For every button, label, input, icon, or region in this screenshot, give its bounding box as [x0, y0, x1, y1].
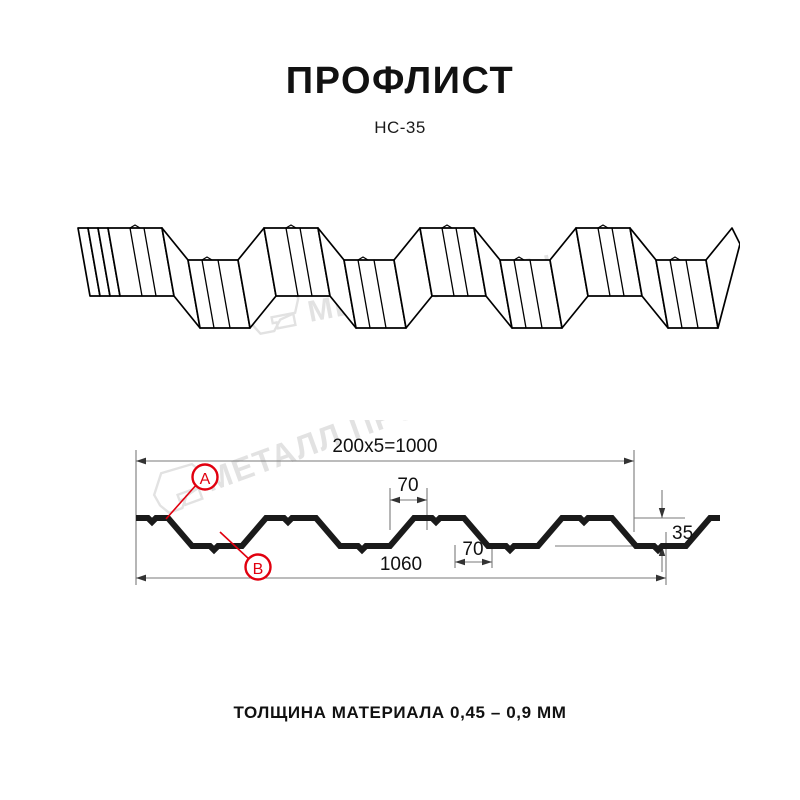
dimension-profile-height: 35 [672, 523, 693, 544]
page-title: ПРОФЛИСТ [285, 60, 515, 102]
dimension-crest-width: 70 [397, 475, 418, 496]
page-subtitle: НС-35 [374, 117, 426, 137]
callout-b-label: B [253, 561, 264, 578]
cross-section-svg: МЕТАЛЛ ПРОФИЛЬ [135, 420, 720, 585]
callout-a-label: A [200, 471, 211, 488]
iso-sheet-geometry [77, 224, 740, 329]
profile-polyline [136, 515, 720, 555]
isometric-profile-view: МЕТАЛЛ ПРОФИЛЬ [70, 200, 740, 360]
callout-a: A [165, 463, 219, 520]
svg-text:МЕТАЛЛ ПРОФИЛЬ: МЕТАЛЛ ПРОФИЛЬ [200, 420, 521, 499]
material-thickness-note: ТОЛЩИНА МАТЕРИАЛА 0,45 – 0,9 ММ [233, 703, 567, 722]
callout-b: B [219, 531, 272, 581]
dimension-labels: 200x5=1000 70 70 1060 35 [332, 436, 693, 575]
dimension-overall-pitch: 200x5=1000 [332, 436, 437, 457]
footer: ТОЛЩИНА МАТЕРИАЛА 0,45 – 0,9 ММ [0, 703, 800, 723]
dimension-arrowheads [136, 457, 666, 582]
cross-section-view: МЕТАЛЛ ПРОФИЛЬ [100, 420, 720, 620]
dimension-overall-width: 1060 [380, 554, 422, 575]
isometric-profile-svg: МЕТАЛЛ ПРОФИЛЬ [77, 224, 740, 336]
dimension-valley-width: 70 [462, 539, 483, 560]
header: ПРОФЛИСТ НС-35 [0, 60, 800, 138]
